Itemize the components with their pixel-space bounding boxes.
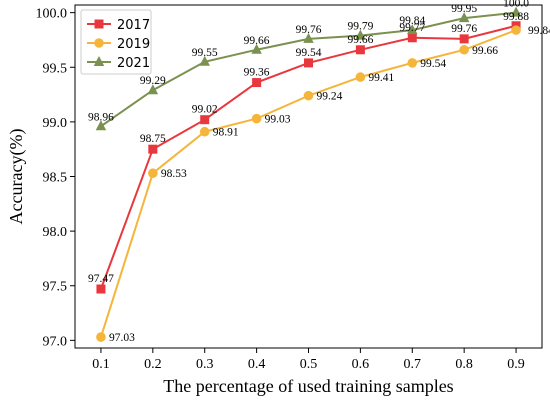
data-point-2017: [200, 115, 210, 125]
data-label-2017: 99.54: [296, 47, 322, 59]
data-label-2021: 99.79: [347, 21, 373, 33]
data-point-2019: [148, 168, 158, 179]
data-point-2017: [459, 34, 469, 44]
data-label-2021: 99.76: [296, 24, 322, 36]
data-point-2019: [511, 25, 521, 35]
data-point-2021: [458, 12, 470, 23]
data-label-2019: 99.24: [317, 91, 343, 103]
data-point-2017: [304, 58, 313, 68]
data-point-2021: [355, 29, 366, 40]
data-point-2021: [147, 84, 159, 95]
y-tick-label: 98.0: [43, 225, 68, 240]
x-tick-label: 0.4: [248, 357, 266, 372]
data-point-2021: [510, 6, 522, 17]
data-label-2021: 100.0: [503, 0, 529, 10]
y-axis-title: Accuracy(%): [6, 129, 27, 225]
y-tick-label: 100.0: [36, 7, 68, 22]
legend-marker-2021: [93, 56, 105, 66]
data-point-2017: [407, 33, 417, 43]
y-tick-label: 99.0: [43, 116, 68, 131]
data-point-2021: [407, 24, 418, 35]
data-point-2019: [459, 44, 469, 55]
data-label-2019: 99.03: [265, 114, 291, 126]
data-label-2019: 99.84: [528, 25, 550, 37]
data-point-2019: [96, 332, 106, 342]
data-point-2017: [96, 284, 106, 294]
legend-label-2019: 2019: [117, 37, 150, 52]
data-label-2021: 99.84: [399, 15, 425, 27]
y-tick-label: 99.5: [43, 61, 68, 76]
data-point-2019: [199, 126, 210, 137]
data-label-2021: 98.96: [88, 111, 114, 123]
data-label-2019: 99.66: [472, 45, 498, 57]
y-tick-label: 97.0: [43, 334, 68, 349]
series-2019: [96, 25, 521, 342]
data-label-2017: 99.76: [451, 23, 477, 35]
data-point-2017: [252, 78, 262, 88]
data-point-2017: [355, 45, 365, 55]
data-point-2019: [251, 113, 262, 124]
data-label-2017: 99.36: [244, 67, 270, 79]
x-tick-label: 0.5: [300, 357, 318, 372]
data-label-2019: 98.91: [213, 127, 239, 139]
data-label-2017: 99.66: [347, 34, 373, 46]
data-label-2017: 99.77: [399, 22, 425, 34]
y-tick-label: 97.5: [43, 280, 68, 295]
x-tick-label: 0.2: [144, 357, 162, 372]
x-tick-label: 0.7: [404, 357, 422, 372]
data-point-2021: [251, 43, 262, 54]
x-tick-label: 0.9: [507, 357, 525, 372]
data-point-2021: [199, 55, 210, 66]
data-label-2017: 97.47: [88, 273, 114, 285]
data-label-2019: 99.41: [368, 72, 394, 84]
data-label-2019: 98.53: [161, 168, 187, 180]
x-tick-label: 0.3: [196, 357, 214, 372]
legend: 2017 2019 2021: [80, 9, 152, 75]
x-tick-label: 0.8: [455, 357, 473, 372]
data-point-2019: [303, 90, 314, 101]
data-label-2017: 99.02: [192, 104, 218, 116]
data-label-2021: 99.55: [192, 47, 218, 59]
legend-label-2017: 2017: [117, 18, 150, 33]
x-tick-label: 0.1: [92, 357, 110, 372]
data-label-2017: 98.75: [140, 133, 166, 145]
legend-marker-2017: [94, 19, 104, 29]
data-point-2021: [95, 120, 107, 131]
y-tick-label: 98.5: [43, 171, 68, 186]
data-label-2019: 97.03: [109, 332, 135, 344]
legend-label-2021: 2021: [117, 56, 150, 71]
data-point-2019: [407, 58, 418, 68]
data-point-2017: [148, 144, 158, 154]
x-axis-title: The percentage of used training samples: [163, 376, 453, 396]
data-label-2021: 99.66: [244, 35, 270, 47]
data-label-2021: 99.29: [140, 75, 166, 87]
series-2017: [96, 21, 521, 294]
data-label-2021: 99.95: [451, 3, 477, 15]
data-label-2019: 99.54: [420, 58, 446, 70]
data-point-2021: [303, 32, 314, 43]
data-point-2019: [355, 72, 366, 82]
legend-marker-2019: [94, 38, 104, 48]
data-label-2017: 99.88: [503, 11, 529, 23]
series-2021: [95, 6, 522, 131]
x-tick-label: 0.6: [352, 357, 370, 372]
